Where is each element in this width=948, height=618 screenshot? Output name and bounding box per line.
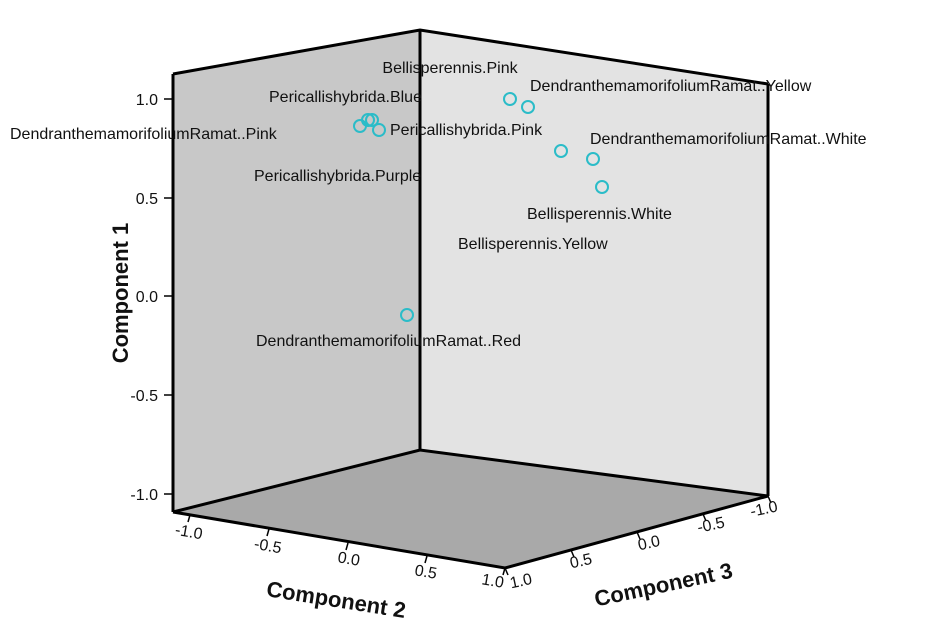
x-tick-label: 0.0 [336, 549, 361, 570]
data-point-marker [372, 123, 386, 137]
data-point-label: DendranthemamorifoliumRamat..White [590, 131, 867, 148]
z-tick-label: 0.5 [136, 191, 158, 208]
data-point-label: DendranthemamorifoliumRamat..Yellow [530, 78, 812, 95]
data-point-marker [365, 113, 379, 127]
box-frame [171, 28, 770, 570]
left-wall [173, 30, 420, 512]
data-point-marker [503, 92, 517, 106]
z-tick-label: 0.0 [136, 289, 158, 306]
x-tick-label: 1.0 [480, 571, 505, 592]
y-axis-ticks [504, 495, 772, 576]
z-axis-ticks [164, 98, 173, 495]
z-axis-title: Component 1 [108, 223, 133, 364]
y-tick-label: -1.0 [749, 498, 780, 520]
data-point-marker [586, 152, 600, 166]
y-tick-label: -0.5 [696, 514, 727, 536]
y-tick-label: 0.5 [568, 551, 593, 572]
y-tick-label: 1.0 [508, 571, 533, 592]
data-point-label: Pericallishybrida.Purple [254, 168, 421, 185]
data-point-marker [521, 100, 535, 114]
x-tick-label: -1.0 [174, 522, 204, 544]
floor [173, 450, 768, 568]
data-point-label: Bellisperennis.Yellow [458, 236, 608, 253]
z-tick-label: -0.5 [130, 388, 158, 405]
data-point-marker [400, 308, 414, 322]
data-point-label: DendranthemamorifoliumRamat..Red [256, 333, 521, 350]
data-points: Bellisperennis.Pink Dendranthemamorifoliu… [10, 60, 867, 350]
data-point-label: DendranthemamorifoliumRamat..Pink [10, 126, 278, 143]
x-tick-label: -0.5 [253, 536, 283, 558]
data-point-marker [353, 119, 367, 133]
x-tick-label: 0.5 [413, 562, 438, 583]
data-point-label: Bellisperennis.Pink [382, 60, 518, 77]
data-point-marker [595, 180, 609, 194]
data-point-label: Pericallishybrida.Pink [390, 122, 543, 139]
right-wall [420, 30, 768, 496]
x-axis-ticks [187, 514, 506, 576]
y-axis-title: Component 3 [592, 558, 735, 612]
x-axis-title: Component 2 [265, 576, 408, 618]
z-tick-label: 1.0 [136, 92, 158, 109]
data-point-marker [554, 144, 568, 158]
y-tick-label: 0.0 [636, 533, 661, 554]
data-point-label: Bellisperennis.White [527, 206, 672, 223]
z-tick-label: -1.0 [130, 487, 158, 504]
data-point-label: Pericallishybrida.Blue [269, 89, 422, 106]
